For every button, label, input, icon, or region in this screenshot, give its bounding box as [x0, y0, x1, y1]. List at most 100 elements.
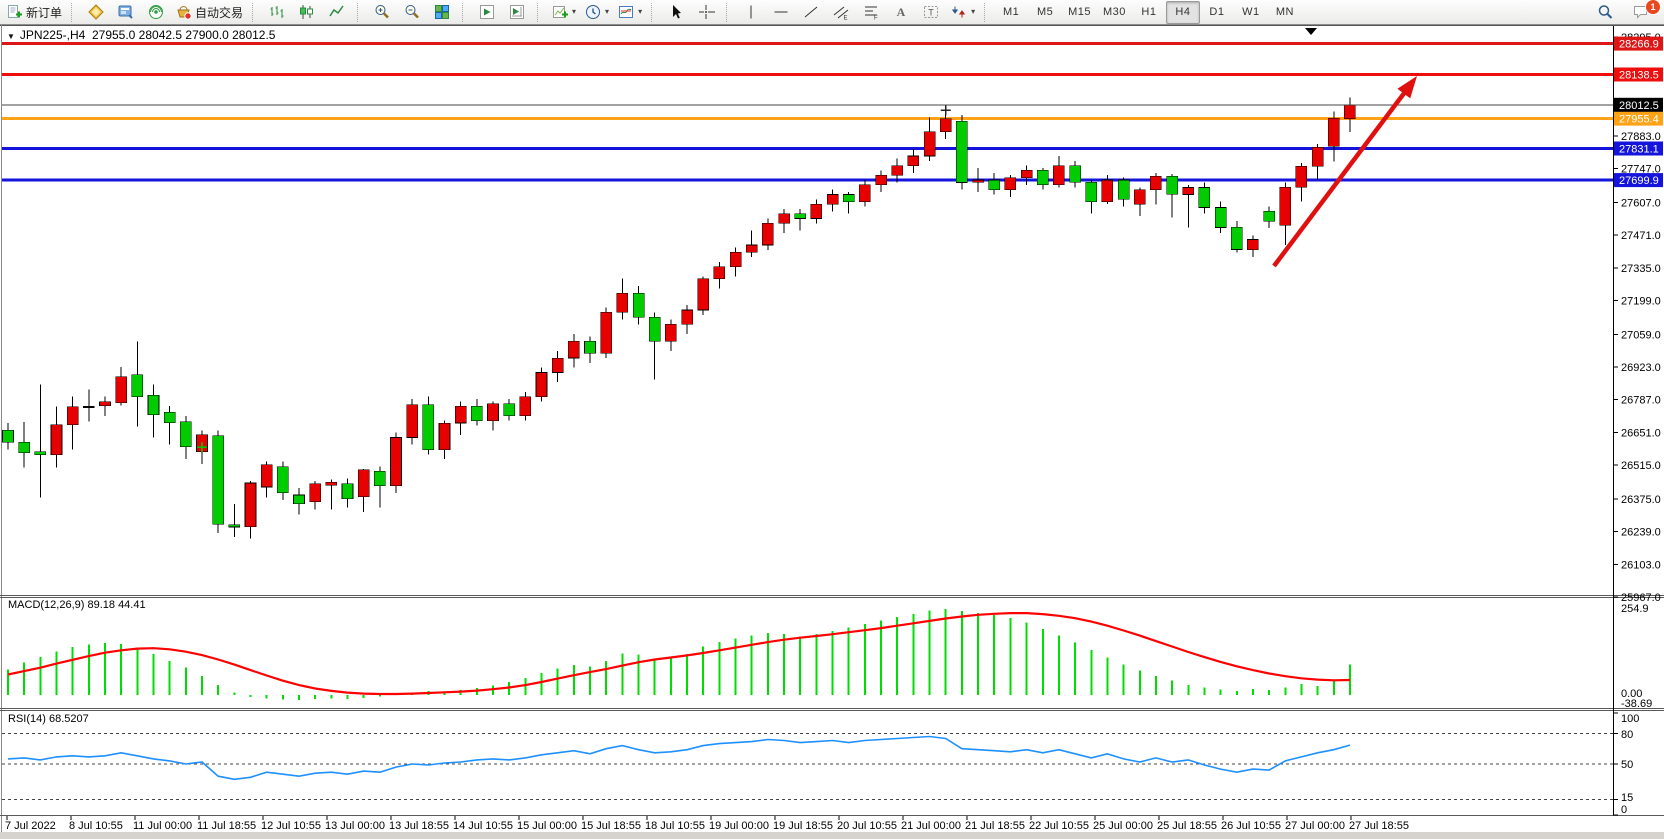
new-order-button[interactable]: 新订单: [2, 1, 66, 24]
price-tick-label: 26787.0: [1621, 395, 1661, 407]
macd-histogram-bar: [718, 641, 721, 695]
current-price-label: 28012.5: [1619, 100, 1659, 112]
candle-body: [519, 396, 532, 417]
text-button[interactable]: A: [886, 1, 916, 24]
macd-histogram-bar: [104, 643, 106, 695]
signals-button[interactable]: [141, 1, 171, 24]
tile-windows-icon: [435, 5, 450, 19]
macd-histogram-bar: [7, 669, 9, 695]
time-tick-label: 7 Jul 2022: [5, 820, 56, 832]
vline-icon: [750, 5, 752, 19]
svg-text:F: F: [874, 16, 878, 22]
candle-body: [794, 213, 807, 219]
time-tick-label: 15 Jul 00:00: [517, 820, 577, 832]
macd-histogram-bar: [1025, 622, 1028, 695]
price-axis[interactable]: 28295.027883.027747.027607.027471.027335…: [1613, 26, 1663, 816]
timeframe-M5[interactable]: M5: [1036, 6, 1054, 18]
timeframe-H1[interactable]: H1: [1141, 6, 1157, 18]
macd-histogram-bar: [1219, 689, 1222, 695]
time-tick-label: 19 Jul 00:00: [709, 820, 769, 832]
timeframe-M15[interactable]: M15: [1068, 6, 1091, 18]
candle-body: [681, 309, 693, 325]
macd-histogram-bar: [783, 634, 786, 695]
timeframe-H4[interactable]: H4: [1165, 0, 1200, 24]
macd-histogram-bar: [556, 668, 559, 695]
candle-body: [1166, 176, 1178, 195]
trend-arrow[interactable]: [1272, 87, 1410, 268]
auto-scroll-button[interactable]: [472, 1, 502, 24]
cursor-button[interactable]: [661, 1, 691, 24]
macd-histogram-bar: [23, 662, 26, 695]
rsi-line: [7, 735, 1351, 781]
candle-body: [1085, 182, 1098, 202]
macd-histogram-bar: [977, 613, 980, 695]
chart-shift-marker-icon[interactable]: [1305, 28, 1317, 35]
candle-body: [277, 466, 289, 494]
timeframe-D1[interactable]: D1: [1209, 6, 1225, 18]
price-tick-label: 26515.0: [1621, 460, 1661, 472]
rsi-axis-tick: 100: [1621, 713, 1639, 725]
candlestick-chart-button[interactable]: [292, 1, 322, 24]
auto-trading-button[interactable]: 自动交易: [171, 1, 247, 24]
candle-body: [1020, 170, 1033, 178]
macd-histogram-bar: [298, 695, 300, 700]
timeframe-M1[interactable]: M1: [1002, 6, 1020, 18]
zoom-out-button[interactable]: [397, 1, 427, 24]
chart-background[interactable]: [0, 25, 1664, 839]
line-chart-button[interactable]: [322, 1, 352, 24]
candle-body: [422, 404, 435, 450]
macd-histogram-bar: [847, 627, 850, 695]
candle-body: [180, 421, 192, 448]
notifications-button[interactable]: 1: [1626, 0, 1661, 24]
zoom-in-button[interactable]: [367, 1, 397, 24]
rsi-axis-tick: 50: [1621, 759, 1633, 771]
timeframe-M30[interactable]: M30: [1103, 6, 1126, 18]
trendline-button[interactable]: [796, 1, 826, 24]
text-label-button[interactable]: T: [916, 1, 946, 24]
macd-histogram-bar: [1348, 664, 1351, 695]
toolbar-separator: [462, 2, 468, 22]
timeframe-W1[interactable]: W1: [1242, 6, 1260, 18]
candle-body: [1247, 239, 1259, 250]
timeframe-MN[interactable]: MN: [1275, 6, 1294, 18]
market-watch-button[interactable]: [81, 1, 111, 24]
chart-expander-icon[interactable]: ▼: [7, 32, 15, 41]
macd-histogram-bar: [1041, 628, 1044, 695]
terminal-button[interactable]: [111, 1, 141, 24]
price-tick-label: 26923.0: [1621, 362, 1661, 374]
candle-body: [923, 131, 936, 157]
toolbar-separator: [537, 2, 543, 22]
signals-green-icon: [149, 5, 164, 19]
chart-shift-button[interactable]: [502, 1, 532, 24]
crosshair-button[interactable]: [691, 1, 721, 24]
candle-body: [115, 376, 127, 403]
macd-histogram-bar: [55, 651, 58, 695]
macd-histogram-bar: [249, 695, 252, 697]
periods-button[interactable]: ▾: [580, 1, 613, 24]
macd-histogram-bar: [1171, 680, 1174, 695]
vertical-line-button[interactable]: [736, 1, 766, 24]
time-axis[interactable]: 7 Jul 2022 8 Jul 10:55 11 Jul 00:00 11 Jul …: [5, 816, 1409, 832]
candle-body: [939, 118, 952, 133]
candle-body: [1069, 165, 1081, 183]
fibonacci-button[interactable]: F: [856, 1, 886, 24]
indicators-button[interactable]: ▾: [547, 1, 580, 24]
bar-chart-button[interactable]: [262, 1, 292, 24]
tile-windows-button[interactable]: [427, 1, 457, 24]
equidistant-channel-button[interactable]: E: [826, 1, 856, 24]
price-tick-label: 27059.0: [1621, 329, 1661, 341]
time-tick-label: 25 Jul 00:00: [1093, 820, 1153, 832]
candle-body: [357, 469, 370, 498]
level-price-label: 27831.1: [1619, 144, 1659, 156]
horizontal-line-button[interactable]: [766, 1, 796, 24]
candle-body: [665, 324, 677, 342]
templates-button[interactable]: ▾: [613, 1, 646, 24]
candle-body: [551, 357, 564, 373]
macd-histogram-bar: [1284, 687, 1287, 695]
macd-histogram-bar: [524, 677, 527, 695]
time-tick-label: 11 Jul 18:55: [197, 820, 256, 832]
arrows-button[interactable]: ▾: [946, 1, 979, 24]
search-button[interactable]: [1590, 1, 1620, 24]
macd-histogram-bar: [87, 644, 90, 695]
